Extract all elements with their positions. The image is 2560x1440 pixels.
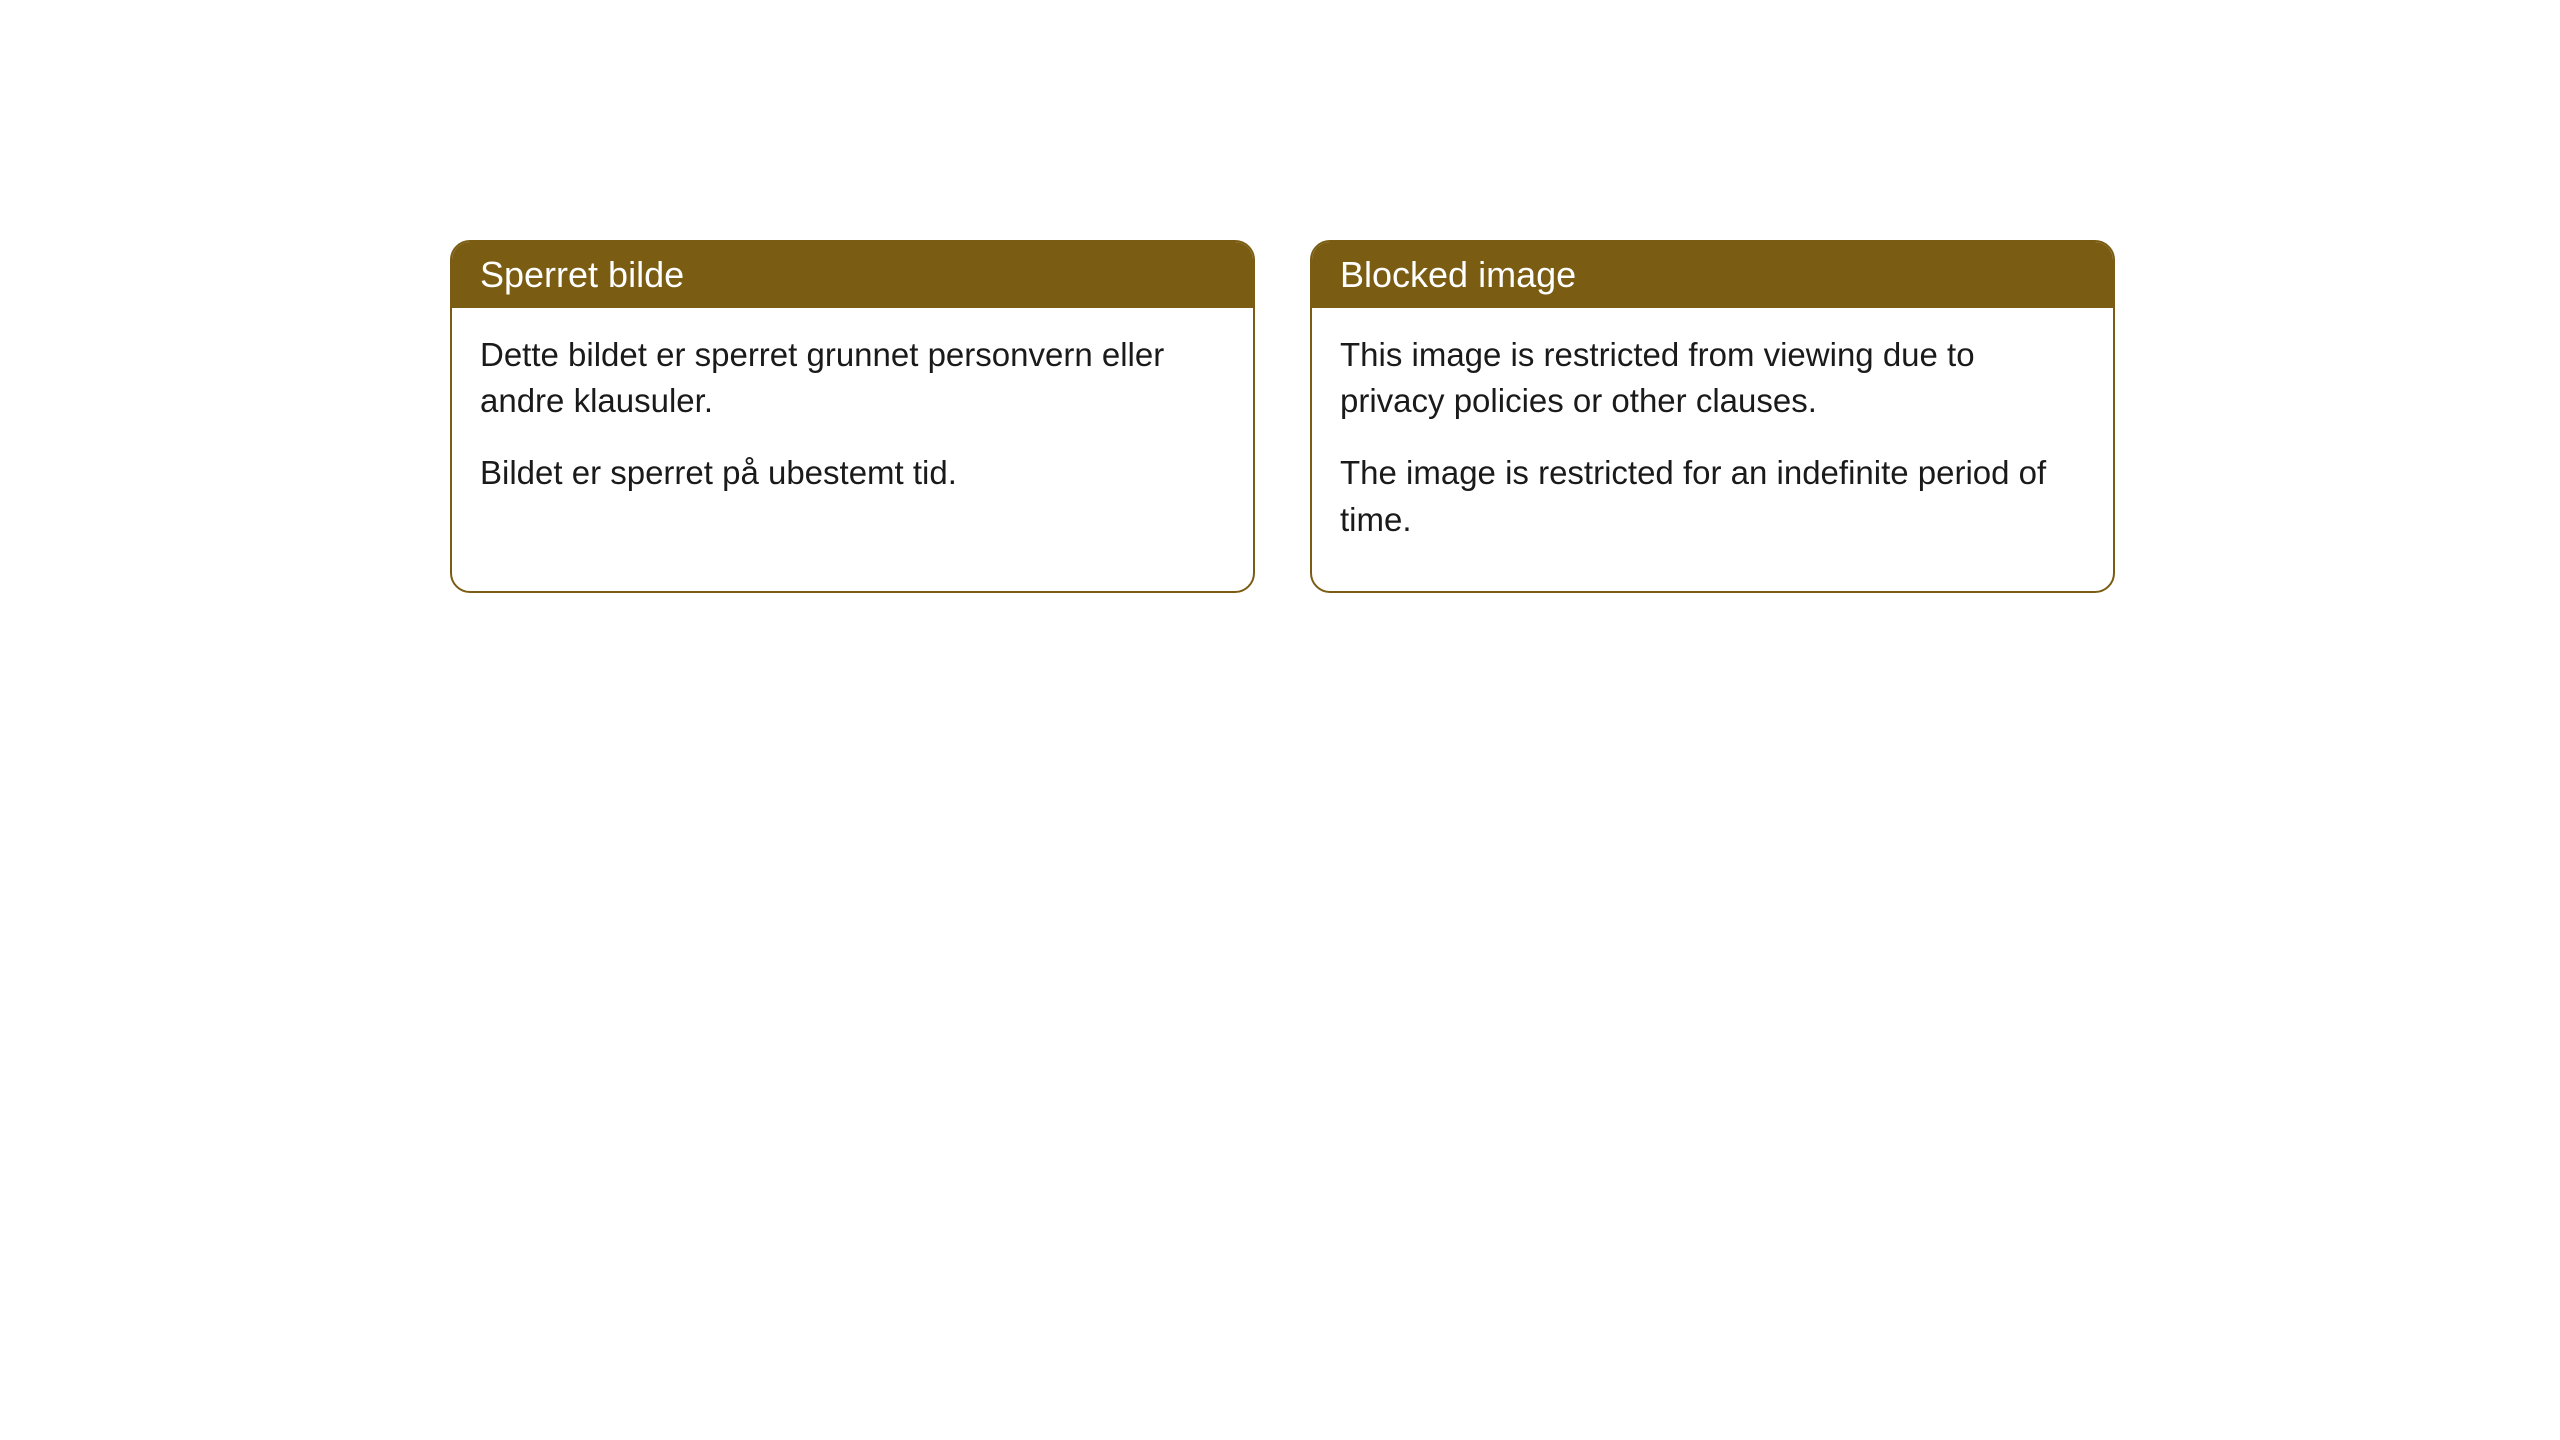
blocked-image-card-en: Blocked image This image is restricted f… [1310,240,2115,593]
card-body-text-1-no: Dette bildet er sperret grunnet personve… [480,332,1225,424]
notice-cards-container: Sperret bilde Dette bildet er sperret gr… [450,240,2115,593]
card-header-no: Sperret bilde [452,242,1253,308]
card-header-en: Blocked image [1312,242,2113,308]
blocked-image-card-no: Sperret bilde Dette bildet er sperret gr… [450,240,1255,593]
card-body-no: Dette bildet er sperret grunnet personve… [452,308,1253,545]
card-body-text-2-en: The image is restricted for an indefinit… [1340,450,2085,542]
card-body-text-1-en: This image is restricted from viewing du… [1340,332,2085,424]
card-body-text-2-no: Bildet er sperret på ubestemt tid. [480,450,1225,496]
card-body-en: This image is restricted from viewing du… [1312,308,2113,591]
